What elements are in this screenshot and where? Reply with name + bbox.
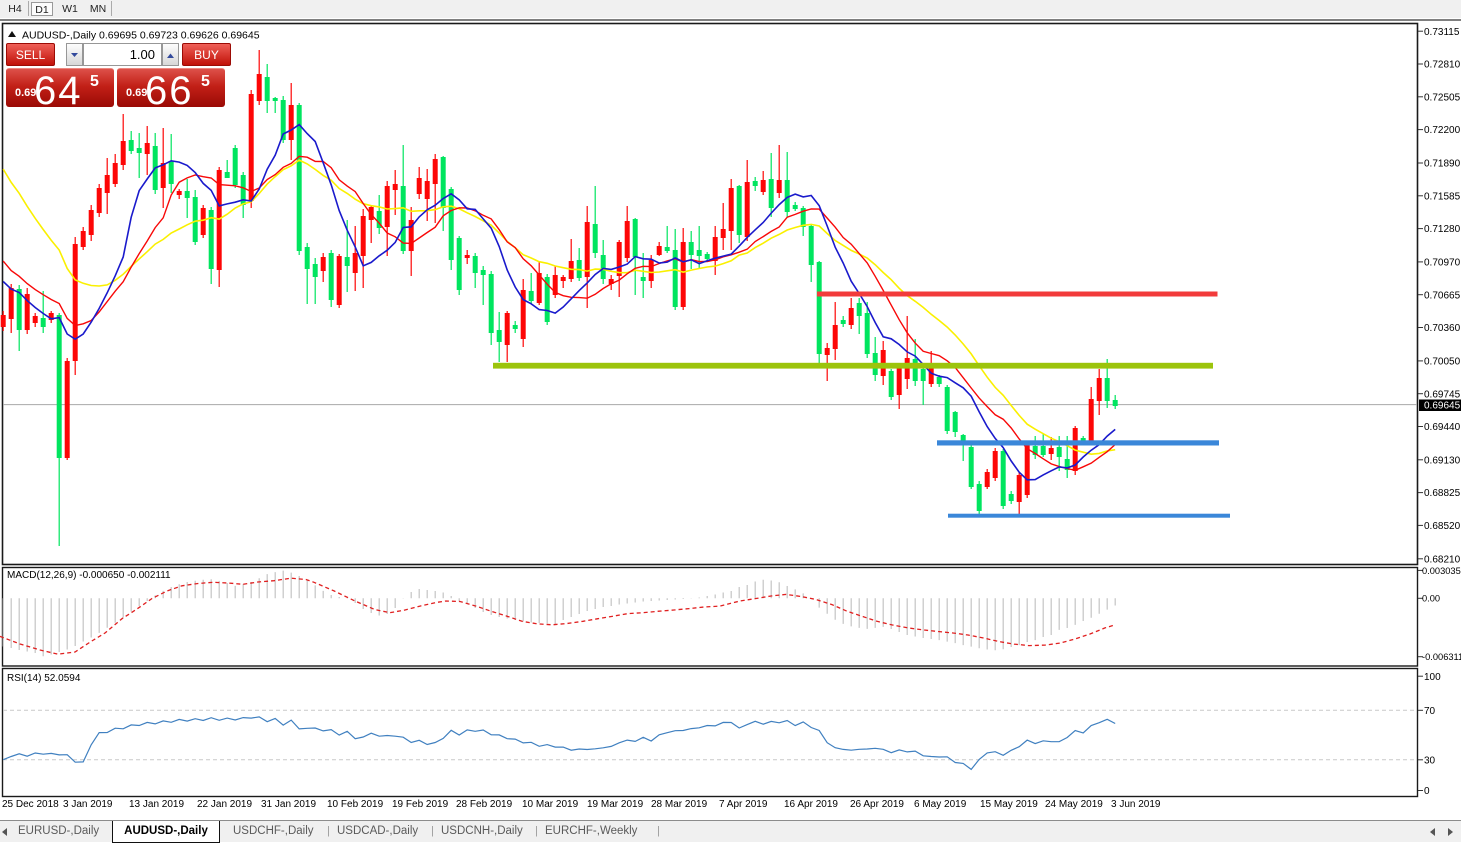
svg-text:0: 0 [1424,786,1430,797]
svg-text:19 Feb 2019: 19 Feb 2019 [392,799,449,810]
svg-text:0.70970: 0.70970 [1424,258,1461,269]
svg-text:0.73115: 0.73115 [1424,27,1460,38]
svg-text:13 Jan 2019: 13 Jan 2019 [129,799,184,810]
svg-text:100: 100 [1424,672,1441,683]
svg-text:24 May 2019: 24 May 2019 [1045,799,1103,810]
svg-text:3 Jun 2019: 3 Jun 2019 [1111,799,1161,810]
svg-text:0.72810: 0.72810 [1424,60,1461,71]
svg-text:RSI(14) 52.0594: RSI(14) 52.0594 [7,673,81,684]
svg-text:15 May 2019: 15 May 2019 [980,799,1038,810]
svg-text:28 Mar 2019: 28 Mar 2019 [651,799,708,810]
svg-text:0.69440: 0.69440 [1424,422,1461,433]
svg-text:0.71890: 0.71890 [1424,159,1461,170]
svg-text:16 Apr 2019: 16 Apr 2019 [784,799,838,810]
svg-text:22 Jan 2019: 22 Jan 2019 [197,799,252,810]
svg-text:0.71280: 0.71280 [1424,224,1461,235]
svg-text:0.68825: 0.68825 [1424,488,1461,499]
svg-text:25 Dec 2018: 25 Dec 2018 [2,799,59,810]
svg-text:26 Apr 2019: 26 Apr 2019 [850,799,904,810]
svg-text:AUDUSD-,Daily 0.69695 0.69723: AUDUSD-,Daily 0.69695 0.69723 0.69626 0.… [22,30,260,42]
svg-text:0.69130: 0.69130 [1424,455,1461,466]
svg-text:0.68210: 0.68210 [1424,554,1461,565]
svg-text:MACD(12,26,9) -0.000650 -0.002: MACD(12,26,9) -0.000650 -0.002111 [7,570,171,581]
svg-text:0.72200: 0.72200 [1424,125,1461,136]
svg-text:0.00: 0.00 [1422,594,1440,604]
svg-text:0.68520: 0.68520 [1424,521,1461,532]
svg-text:10 Mar 2019: 10 Mar 2019 [522,799,579,810]
svg-text:6 May 2019: 6 May 2019 [914,799,967,810]
svg-text:28 Feb 2019: 28 Feb 2019 [456,799,513,810]
svg-text:7 Apr 2019: 7 Apr 2019 [719,799,768,810]
svg-text:10 Feb 2019: 10 Feb 2019 [327,799,384,810]
svg-text:0.72505: 0.72505 [1424,92,1461,103]
svg-text:0.69745: 0.69745 [1424,389,1461,400]
svg-text:31 Jan 2019: 31 Jan 2019 [261,799,316,810]
svg-text:19 Mar 2019: 19 Mar 2019 [587,799,644,810]
svg-text:0.70050: 0.70050 [1424,357,1461,368]
svg-text:3 Jan 2019: 3 Jan 2019 [63,799,113,810]
svg-text:0.70665: 0.70665 [1424,290,1461,301]
svg-text:30: 30 [1424,755,1436,766]
svg-text:70: 70 [1424,706,1436,717]
svg-text:0.003035: 0.003035 [1422,566,1461,576]
svg-text:0.71585: 0.71585 [1424,191,1461,202]
svg-text:0.70360: 0.70360 [1424,323,1461,334]
svg-text:0.69645: 0.69645 [1424,401,1461,412]
svg-text:-0.006311: -0.006311 [1422,652,1461,662]
